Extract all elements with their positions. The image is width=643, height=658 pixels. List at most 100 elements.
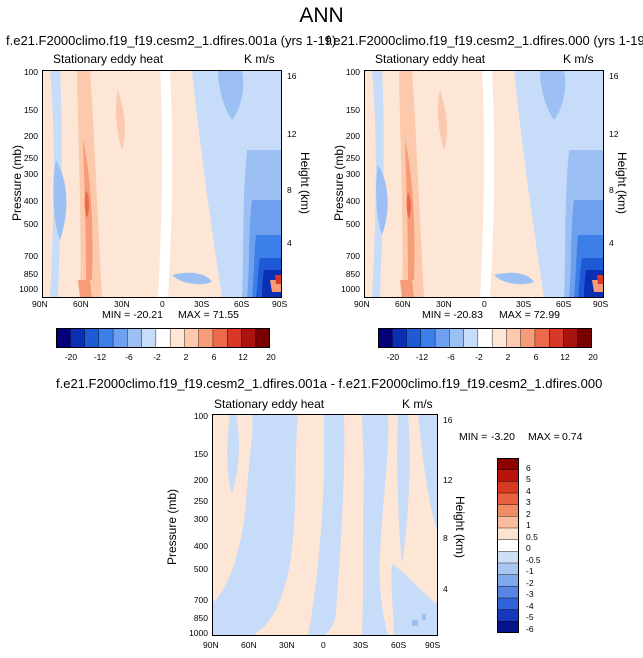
panel3-cbar-label: 4 bbox=[526, 486, 531, 496]
panel2-xtick-90s: 90S bbox=[593, 299, 609, 309]
colorbar-swatch bbox=[241, 328, 257, 348]
page-title: ANN bbox=[299, 4, 344, 27]
colorbar-swatch bbox=[56, 328, 71, 348]
panel1-cbar-label: 6 bbox=[211, 352, 217, 362]
panel3-colorbar bbox=[497, 458, 519, 633]
panel1-cbar-label: -6 bbox=[125, 352, 133, 362]
colorbar-swatch bbox=[520, 328, 536, 348]
panel1-ytick-200: 200 bbox=[23, 131, 38, 141]
panel3-ytick-150: 150 bbox=[193, 449, 208, 459]
panel3-plot bbox=[212, 414, 438, 636]
panel2-variable-label: Stationary eddy heat bbox=[375, 52, 486, 66]
panel2-ytick-right-8: 8 bbox=[609, 185, 614, 195]
colorbar-swatch bbox=[255, 328, 270, 348]
panel3-contour-field bbox=[212, 414, 438, 636]
colorbar-swatch bbox=[392, 328, 408, 348]
panel1-xtick-30n: 30N bbox=[114, 299, 130, 309]
panel3-cbar-label: 0 bbox=[526, 543, 531, 553]
colorbar-swatch bbox=[497, 516, 519, 529]
panel3-max-label: MAX = bbox=[528, 431, 560, 443]
colorbar-swatch bbox=[497, 539, 519, 552]
colorbar-swatch bbox=[491, 328, 507, 348]
panel3-cbar-label: -1 bbox=[526, 566, 534, 576]
panel3-ylabel: Pressure (mb) bbox=[165, 489, 179, 566]
panel1-max: MAX = 71.55 bbox=[178, 309, 239, 321]
panel3-ytick-right-12: 12 bbox=[443, 475, 453, 485]
panel1-ytick-300: 300 bbox=[23, 169, 38, 179]
panel2-min: MIN = -20.83 bbox=[422, 309, 483, 321]
panel3-ytick-200: 200 bbox=[193, 475, 208, 485]
panel2-colorbar-swatches bbox=[378, 328, 592, 348]
colorbar-swatch bbox=[98, 328, 114, 348]
colorbar-swatch bbox=[497, 551, 519, 564]
panel2-ytick-1000: 1000 bbox=[341, 284, 360, 294]
panel2-ytick-850: 850 bbox=[345, 269, 360, 279]
colorbar-swatch bbox=[449, 328, 465, 348]
panel3-ytick-700: 700 bbox=[193, 595, 208, 605]
panel1-xtick-0: 0 bbox=[160, 299, 165, 309]
panel3-colorbar-swatches bbox=[497, 458, 519, 633]
panel1-ytick-right-4: 4 bbox=[287, 238, 292, 248]
panel1-units: K m/s bbox=[244, 52, 275, 66]
panel2-title: f.e21.F2000climo.f19_f19.cesm2_1.dfires.… bbox=[326, 33, 643, 48]
colorbar-swatch bbox=[463, 328, 479, 348]
panel2-ytick-150: 150 bbox=[345, 105, 360, 115]
panel2-cbar-label: 6 bbox=[533, 352, 539, 362]
panel3-xtick-30s: 30S bbox=[353, 640, 369, 650]
panel2-ytick-400: 400 bbox=[345, 196, 360, 206]
colorbar-swatch bbox=[497, 597, 519, 611]
panel3-xtick-30n: 30N bbox=[279, 640, 295, 650]
panel1-cbar-label: -2 bbox=[153, 352, 161, 362]
panel2-ytick-250: 250 bbox=[345, 153, 360, 163]
panel2-xtick-60s: 60S bbox=[556, 299, 572, 309]
panel2-ytick-right-12: 12 bbox=[609, 129, 619, 139]
colorbar-swatch bbox=[406, 328, 422, 348]
panel3-cbar-label: 2 bbox=[526, 509, 531, 519]
panel1-cbar-label: -12 bbox=[93, 352, 107, 362]
panel2-ytick-right-16: 16 bbox=[609, 71, 619, 81]
panel3-xtick-90s: 90S bbox=[425, 640, 441, 650]
panel3-cbar-label: 3 bbox=[526, 497, 531, 507]
panel1-ytick-right-12: 12 bbox=[287, 129, 297, 139]
panel2-max: MAX = 72.99 bbox=[499, 309, 560, 321]
panel3-ytick-right-16: 16 bbox=[443, 415, 453, 425]
panel3-ylabel-right: Height (km) bbox=[453, 495, 467, 558]
panel1-xtick-30s: 30S bbox=[194, 299, 210, 309]
colorbar-swatch bbox=[477, 328, 493, 348]
panel1-cbar-label: -20 bbox=[64, 352, 78, 362]
colorbar-swatch bbox=[497, 527, 519, 541]
colorbar-swatch bbox=[141, 328, 157, 348]
panel3-xtick-0: 0 bbox=[321, 640, 326, 650]
colorbar-swatch bbox=[563, 328, 579, 348]
panel2-cbar-label: -20 bbox=[386, 352, 400, 362]
colorbar-swatch bbox=[420, 328, 436, 348]
colorbar-swatch bbox=[506, 328, 522, 348]
panel1-xtick-60n: 60N bbox=[73, 299, 89, 309]
colorbar-swatch bbox=[378, 328, 393, 348]
panel3-ytick-250: 250 bbox=[193, 496, 208, 506]
panel2-units: K m/s bbox=[563, 52, 594, 66]
colorbar-swatch bbox=[497, 586, 519, 599]
panel1-ytick-150: 150 bbox=[23, 105, 38, 115]
colorbar-swatch bbox=[497, 504, 519, 517]
colorbar-swatch bbox=[155, 328, 171, 348]
panel3-ytick-300: 300 bbox=[193, 514, 208, 524]
panel2-ylabel-right: Height (km) bbox=[615, 151, 629, 214]
panel1-xtick-90s: 90S bbox=[272, 299, 288, 309]
panel1-ytick-1000: 1000 bbox=[19, 284, 38, 294]
panel3-xtick-60n: 60N bbox=[241, 640, 257, 650]
panel3-min-value: -3.20 bbox=[491, 431, 515, 443]
panel2-xtick-0: 0 bbox=[482, 299, 487, 309]
panel2-colorbar bbox=[378, 328, 592, 348]
panel2-plot bbox=[364, 70, 604, 298]
panel3-title: f.e21.F2000climo.f19_f19.cesm2_1.dfires.… bbox=[56, 376, 603, 391]
panel3-max-value: 0.74 bbox=[562, 431, 583, 443]
colorbar-swatch bbox=[70, 328, 86, 348]
panel3-ytick-1000: 1000 bbox=[189, 628, 208, 638]
panel1-xtick-90n: 90N bbox=[32, 299, 48, 309]
panel1-ytick-right-8: 8 bbox=[287, 185, 292, 195]
panel1-ylabel-right: Height (km) bbox=[298, 151, 312, 214]
panel2-ytick-300: 300 bbox=[345, 169, 360, 179]
colorbar-swatch bbox=[577, 328, 592, 348]
colorbar-swatch bbox=[497, 492, 519, 506]
